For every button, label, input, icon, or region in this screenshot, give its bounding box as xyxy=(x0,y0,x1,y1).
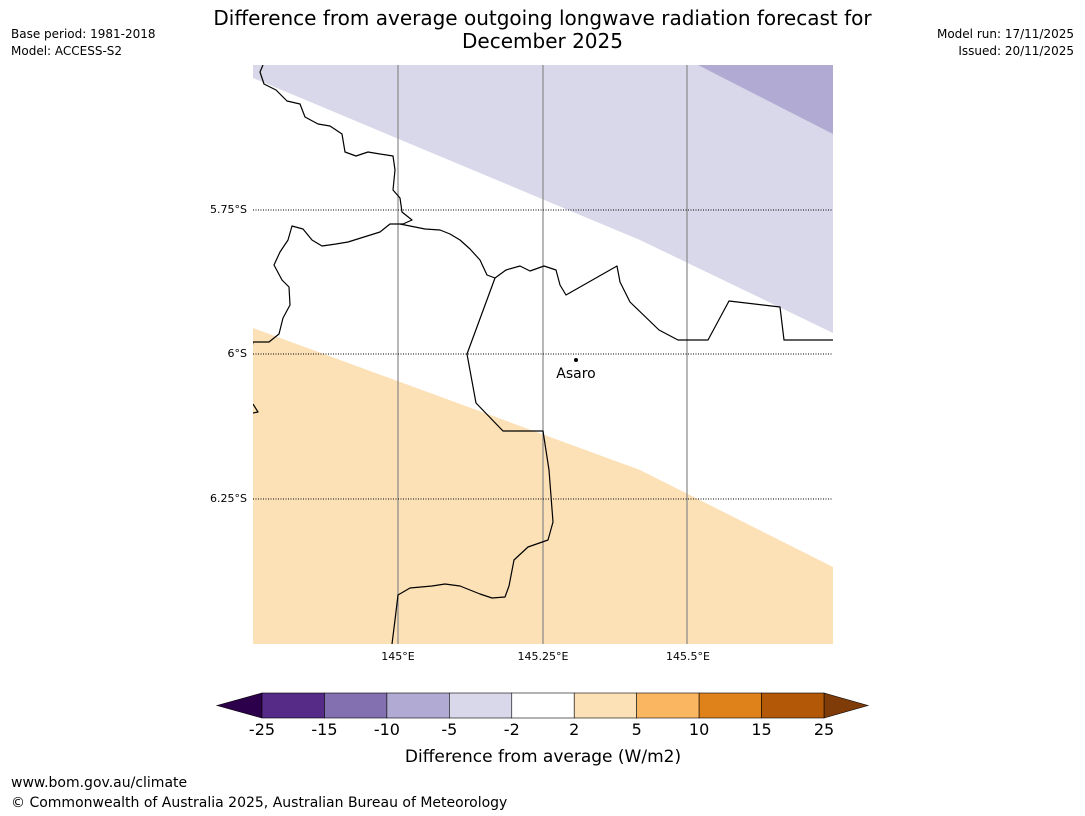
colorbar-tick-label: 15 xyxy=(751,720,771,739)
colorbar-tick-label: -15 xyxy=(311,720,337,739)
colorbar-tick-label: -5 xyxy=(441,720,457,739)
chart-title: Difference from average outgoing longwav… xyxy=(0,7,1085,53)
base-period: Base period: 1981-2018 xyxy=(11,27,156,41)
lon-label-145-5: 145.5°E xyxy=(666,650,710,663)
model-name: Model: ACCESS-S2 xyxy=(11,44,123,58)
boundary-west-fragment xyxy=(253,403,259,414)
colorbar-extend-low xyxy=(215,692,263,719)
colorbar-extend-high xyxy=(823,692,870,719)
colorbar-boxes xyxy=(215,692,870,719)
boundary-asaro-east xyxy=(391,277,554,644)
title-line-1: Difference from average outgoing longwav… xyxy=(213,6,872,30)
title-line-2: December 2025 xyxy=(462,29,623,53)
map-panel: Asaro xyxy=(253,65,833,644)
colorbar-tick-label: -10 xyxy=(374,720,400,739)
colorbar-ticks: -25 -15 -10 -5 -2 2 5 10 15 25 xyxy=(249,720,834,739)
meta-right: Model run: 17/11/2025 Issued: 20/11/2025 xyxy=(937,26,1074,60)
colorbar-box-5 xyxy=(573,692,637,719)
colorbar-box-1 xyxy=(324,692,388,719)
colorbar-box-0 xyxy=(261,692,325,719)
colorbar-tick-label: -25 xyxy=(249,720,275,739)
lat-label-6-25: 6.25°S xyxy=(210,492,247,505)
mid-purple-region xyxy=(698,65,833,134)
model-run: Model run: 17/11/2025 xyxy=(936,27,1074,41)
colorbar-tick-label: 5 xyxy=(632,720,642,739)
lon-label-145: 145°E xyxy=(381,650,414,663)
colorbar-box-2 xyxy=(386,692,450,719)
colorbar-tick-label: 2 xyxy=(569,720,579,739)
colorbar-box-6 xyxy=(636,692,700,719)
lat-label-5-75: 5.75°S xyxy=(210,203,247,216)
colorbar-box-3 xyxy=(449,692,513,719)
colorbar-box-8 xyxy=(761,692,825,719)
lon-label-145-25: 145.25°E xyxy=(518,650,569,663)
boundary-central xyxy=(399,223,833,341)
place-label: Asaro xyxy=(556,366,595,382)
colorbar-box-4 xyxy=(511,692,575,719)
footer-copyright: © Commonwealth of Australia 2025, Austra… xyxy=(11,795,508,811)
colorbar-tick-label: -2 xyxy=(504,720,520,739)
place-marker-dot xyxy=(574,358,578,362)
lat-label-6: 6°S xyxy=(228,347,247,360)
colorbar-tick-label: 25 xyxy=(814,720,834,739)
colorbar-box-7 xyxy=(698,692,762,719)
province-boundaries xyxy=(253,65,833,644)
meta-left: Base period: 1981-2018 Model: ACCESS-S2 xyxy=(11,26,156,60)
colorbar-tick-label: 10 xyxy=(689,720,709,739)
footer-url[interactable]: www.bom.gov.au/climate xyxy=(11,775,188,791)
forecast-map: Asaro 5.75°S 6°S 6.25°S 145°E 145.25°E 1… xyxy=(210,65,833,663)
issued-date: Issued: 20/11/2025 xyxy=(958,44,1074,58)
colorbar-label: Difference from average (W/m2) xyxy=(405,747,681,767)
